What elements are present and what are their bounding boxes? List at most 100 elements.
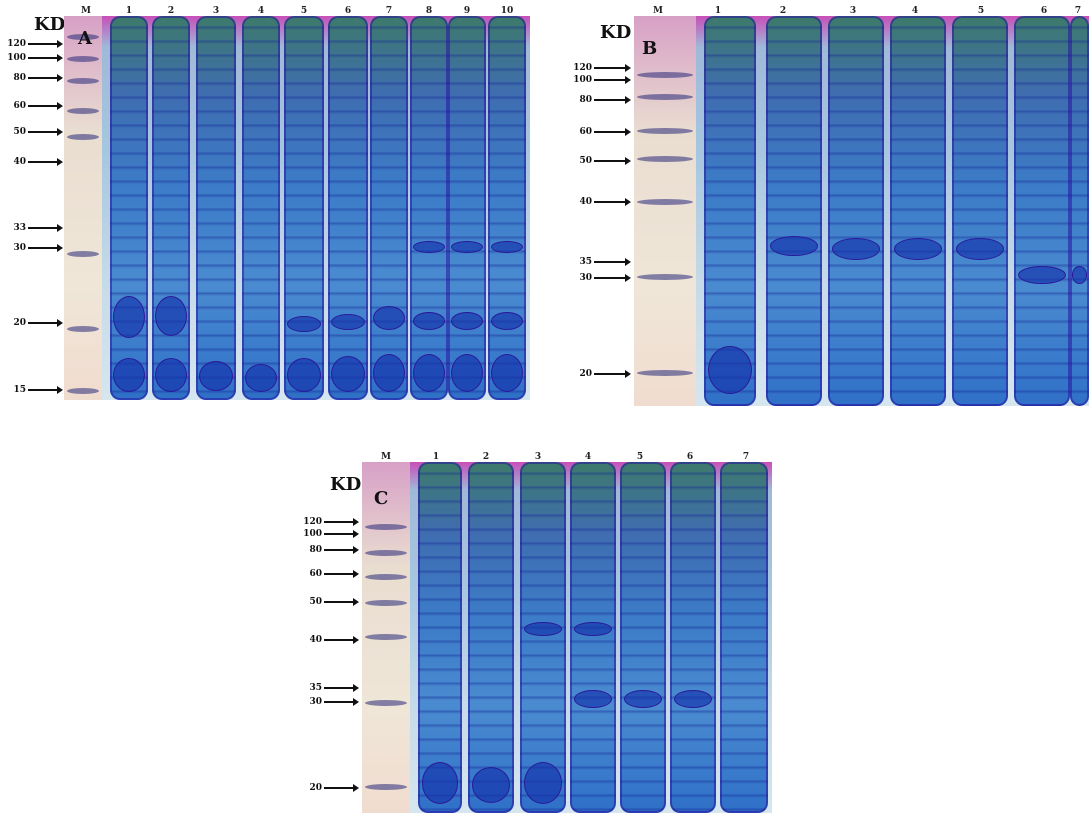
sample-lane xyxy=(152,16,190,400)
mw-marker: 100 xyxy=(300,528,359,540)
mw-marker: 60 xyxy=(4,100,63,112)
marker-band xyxy=(365,600,407,606)
mw-marker: 60 xyxy=(300,568,359,580)
lane-label: 6 xyxy=(1040,6,1048,16)
marker-band xyxy=(637,199,693,205)
lane-label: 5 xyxy=(977,6,985,16)
sample-lane xyxy=(828,16,884,406)
lane-label: 1 xyxy=(125,6,133,16)
lane-label: 6 xyxy=(344,6,352,16)
mw-marker: 20 xyxy=(570,368,631,380)
sample-lane xyxy=(196,16,236,400)
mw-marker: 120 xyxy=(4,38,63,50)
mw-marker: 50 xyxy=(570,155,631,167)
mw-marker: 20 xyxy=(4,317,63,329)
lane-label: 7 xyxy=(742,452,750,462)
sample-lane xyxy=(284,16,324,400)
sample-lane xyxy=(328,16,368,400)
mw-marker: 80 xyxy=(300,544,359,556)
lane-label-marker: M xyxy=(653,6,663,16)
lane-label: 7 xyxy=(385,6,393,16)
sample-lane xyxy=(670,462,716,813)
mw-marker: 100 xyxy=(570,74,631,86)
sample-lane xyxy=(766,16,822,406)
lane-label: 9 xyxy=(463,6,471,16)
lane-label: 3 xyxy=(534,452,542,462)
lane-label-marker: M xyxy=(81,6,91,16)
marker-band xyxy=(67,78,99,84)
lane-label: 5 xyxy=(300,6,308,16)
sample-lane xyxy=(110,16,148,400)
marker-band xyxy=(365,574,407,580)
marker-band xyxy=(67,108,99,114)
mw-marker: 40 xyxy=(570,196,631,208)
lane-label: 3 xyxy=(212,6,220,16)
mw-marker: 15 xyxy=(4,384,63,396)
sample-lane xyxy=(620,462,666,813)
marker-lane xyxy=(362,462,410,813)
gel-image: C xyxy=(362,462,772,813)
mw-marker: 80 xyxy=(4,72,63,84)
marker-band xyxy=(637,370,693,376)
lane-label: 10 xyxy=(500,6,514,16)
sample-lane xyxy=(890,16,946,406)
marker-band xyxy=(365,700,407,706)
marker-band xyxy=(67,134,99,140)
lane-label: 4 xyxy=(911,6,919,16)
sample-lane xyxy=(468,462,514,813)
panel-a: KD A M 1 2 3 4 5 6 7 8 9 10 120 100 80 6… xyxy=(0,0,540,400)
gel-image: A xyxy=(64,16,530,400)
sample-lane xyxy=(1014,16,1070,406)
marker-band xyxy=(67,388,99,394)
mw-marker: 30 xyxy=(4,242,63,254)
lane-label: 4 xyxy=(584,452,592,462)
lane-label: 2 xyxy=(779,6,787,16)
sample-lane xyxy=(448,16,486,400)
mw-marker: 50 xyxy=(300,596,359,608)
lane-label: 3 xyxy=(849,6,857,16)
lane-label: 2 xyxy=(482,452,490,462)
marker-band xyxy=(637,274,693,280)
marker-band xyxy=(67,34,99,40)
kd-label: KD xyxy=(34,14,66,35)
panel-b: KD B M 1 2 3 4 5 6 7 120 100 80 60 50 40… xyxy=(570,0,1089,410)
mw-marker: 20 xyxy=(300,782,359,794)
panel-c: KD C M 1 2 3 4 5 6 7 120 100 80 60 50 40… xyxy=(300,446,780,813)
sample-lane xyxy=(1070,16,1089,406)
lane-label: 8 xyxy=(425,6,433,16)
mw-marker: 80 xyxy=(570,94,631,106)
lane-label: 5 xyxy=(636,452,644,462)
marker-band xyxy=(365,524,407,530)
marker-band xyxy=(67,56,99,62)
mw-marker: 100 xyxy=(4,52,63,64)
marker-lane xyxy=(64,16,102,400)
marker-band xyxy=(365,784,407,790)
marker-band xyxy=(365,550,407,556)
lane-label: 1 xyxy=(714,6,722,16)
sample-lane xyxy=(410,16,448,400)
mw-marker: 60 xyxy=(570,126,631,138)
sample-lane xyxy=(242,16,280,400)
marker-band xyxy=(67,326,99,332)
lane-label: 6 xyxy=(686,452,694,462)
panel-letter: B xyxy=(642,38,658,59)
sample-lane xyxy=(720,462,768,813)
marker-band xyxy=(637,156,693,162)
marker-band xyxy=(637,94,693,100)
marker-band xyxy=(365,634,407,640)
kd-label: KD xyxy=(330,474,362,495)
mw-marker: 120 xyxy=(300,516,359,528)
lane-label: 4 xyxy=(257,6,265,16)
mw-marker: 30 xyxy=(300,696,359,708)
marker-band xyxy=(67,251,99,257)
mw-marker: 120 xyxy=(570,62,631,74)
lane-label-marker: M xyxy=(381,452,391,462)
sample-lane xyxy=(520,462,566,813)
marker-band xyxy=(637,128,693,134)
sample-lane xyxy=(952,16,1008,406)
mw-marker: 35 xyxy=(300,682,359,694)
panel-letter: C xyxy=(374,488,389,509)
gel-image: B xyxy=(634,16,1089,406)
mw-marker: 35 xyxy=(570,256,631,268)
lane-label: 2 xyxy=(167,6,175,16)
